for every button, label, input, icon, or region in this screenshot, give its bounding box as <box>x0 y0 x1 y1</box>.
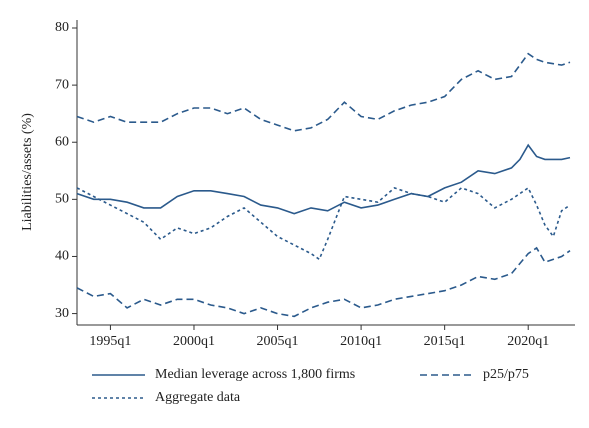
y-axis-label: Liabilities/assets (%) <box>20 113 35 231</box>
x-tick-label: 1995q1 <box>89 334 131 349</box>
x-tick-label: 2010q1 <box>340 334 382 349</box>
y-tick-label: 30 <box>55 306 69 321</box>
y-tick-label: 70 <box>55 77 69 92</box>
line <box>76 143 571 215</box>
y-tick-label: 50 <box>55 192 69 207</box>
line <box>76 186 571 261</box>
x-tick-label: 2000q1 <box>173 334 215 349</box>
line <box>76 52 571 132</box>
x-tick-label: 2020q1 <box>507 334 549 349</box>
legend-label: Aggregate data <box>155 390 241 405</box>
line <box>76 246 571 318</box>
y-tick-label: 40 <box>55 249 69 264</box>
legend-label: Median leverage across 1,800 firms <box>155 367 355 382</box>
x-tick-label: 2005q1 <box>257 334 299 349</box>
x-tick-label: 2015q1 <box>424 334 466 349</box>
y-tick-label: 80 <box>55 20 69 35</box>
legend-label: p25/p75 <box>483 367 529 382</box>
y-tick-label: 60 <box>55 134 69 149</box>
